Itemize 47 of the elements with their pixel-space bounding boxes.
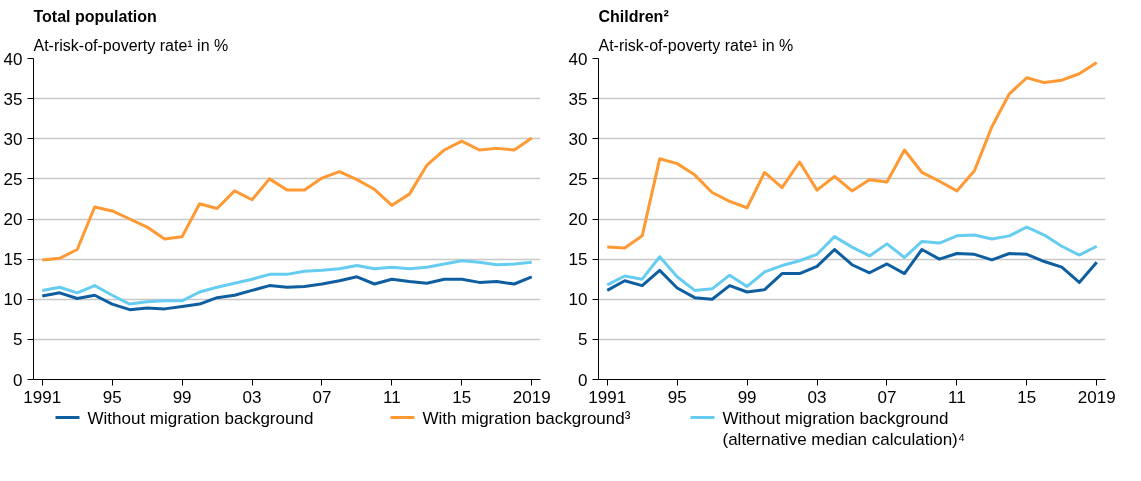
y-tick-label: 0 <box>578 370 588 390</box>
x-tick-label: 95 <box>667 387 687 407</box>
y-tick-label: 40 <box>3 49 23 69</box>
y-tick-label: 35 <box>3 89 23 109</box>
x-tick-label: 1991 <box>588 387 627 407</box>
line-series <box>40 259 534 306</box>
x-tick-label: 03 <box>242 387 262 407</box>
line-series <box>605 225 1099 292</box>
line-series <box>605 61 1099 250</box>
y-tick-label: 25 <box>568 169 588 189</box>
y-tick-label: 20 <box>568 210 588 229</box>
y-tick-label: 25 <box>3 169 23 189</box>
x-tick-label: 15 <box>452 387 472 407</box>
x-tick-label: 2019 <box>1077 387 1116 407</box>
legend-label: Without migration background (alternative median calculation)⁴ <box>722 408 966 450</box>
line-series <box>605 247 1099 301</box>
y-axis-title: At-risk-of-poverty rate¹ in % <box>598 36 794 54</box>
x-tick-label: 1991 <box>23 387 62 407</box>
y-tick-label: 30 <box>568 129 588 149</box>
y-tick-label: 0 <box>13 370 23 390</box>
line-series <box>40 275 534 312</box>
x-tick-label: 95 <box>102 387 122 407</box>
x-tick-label: 07 <box>312 387 332 407</box>
x-tick-label: 2019 <box>512 387 551 407</box>
y-tick-label: 5 <box>578 330 588 350</box>
y-tick-label: 5 <box>13 330 23 350</box>
legend-label: With migration background³ <box>422 408 631 428</box>
x-tick-label: 15 <box>1017 387 1037 407</box>
y-tick-label: 10 <box>3 290 23 310</box>
x-tick-label: 99 <box>172 387 192 407</box>
y-tick-label: 30 <box>3 129 23 149</box>
x-tick-label: 99 <box>737 387 757 407</box>
x-tick-label: 11 <box>383 387 401 407</box>
x-tick-label: 07 <box>877 387 897 407</box>
y-tick-label: 20 <box>3 210 23 229</box>
x-tick-label: 03 <box>807 387 827 407</box>
y-tick-label: 15 <box>568 250 588 270</box>
chart-title: Total population <box>33 7 157 25</box>
y-tick-label: 35 <box>568 89 588 109</box>
y-axis-title: At-risk-of-poverty rate¹ in % <box>33 36 229 54</box>
y-tick-label: 40 <box>568 49 588 69</box>
x-tick-label: 11 <box>948 387 966 407</box>
y-tick-label: 10 <box>568 290 588 310</box>
y-tick-label: 15 <box>3 250 23 270</box>
line-series <box>40 136 534 262</box>
chart-title: Children² <box>598 7 669 25</box>
legend-label: Without migration background <box>87 408 314 428</box>
